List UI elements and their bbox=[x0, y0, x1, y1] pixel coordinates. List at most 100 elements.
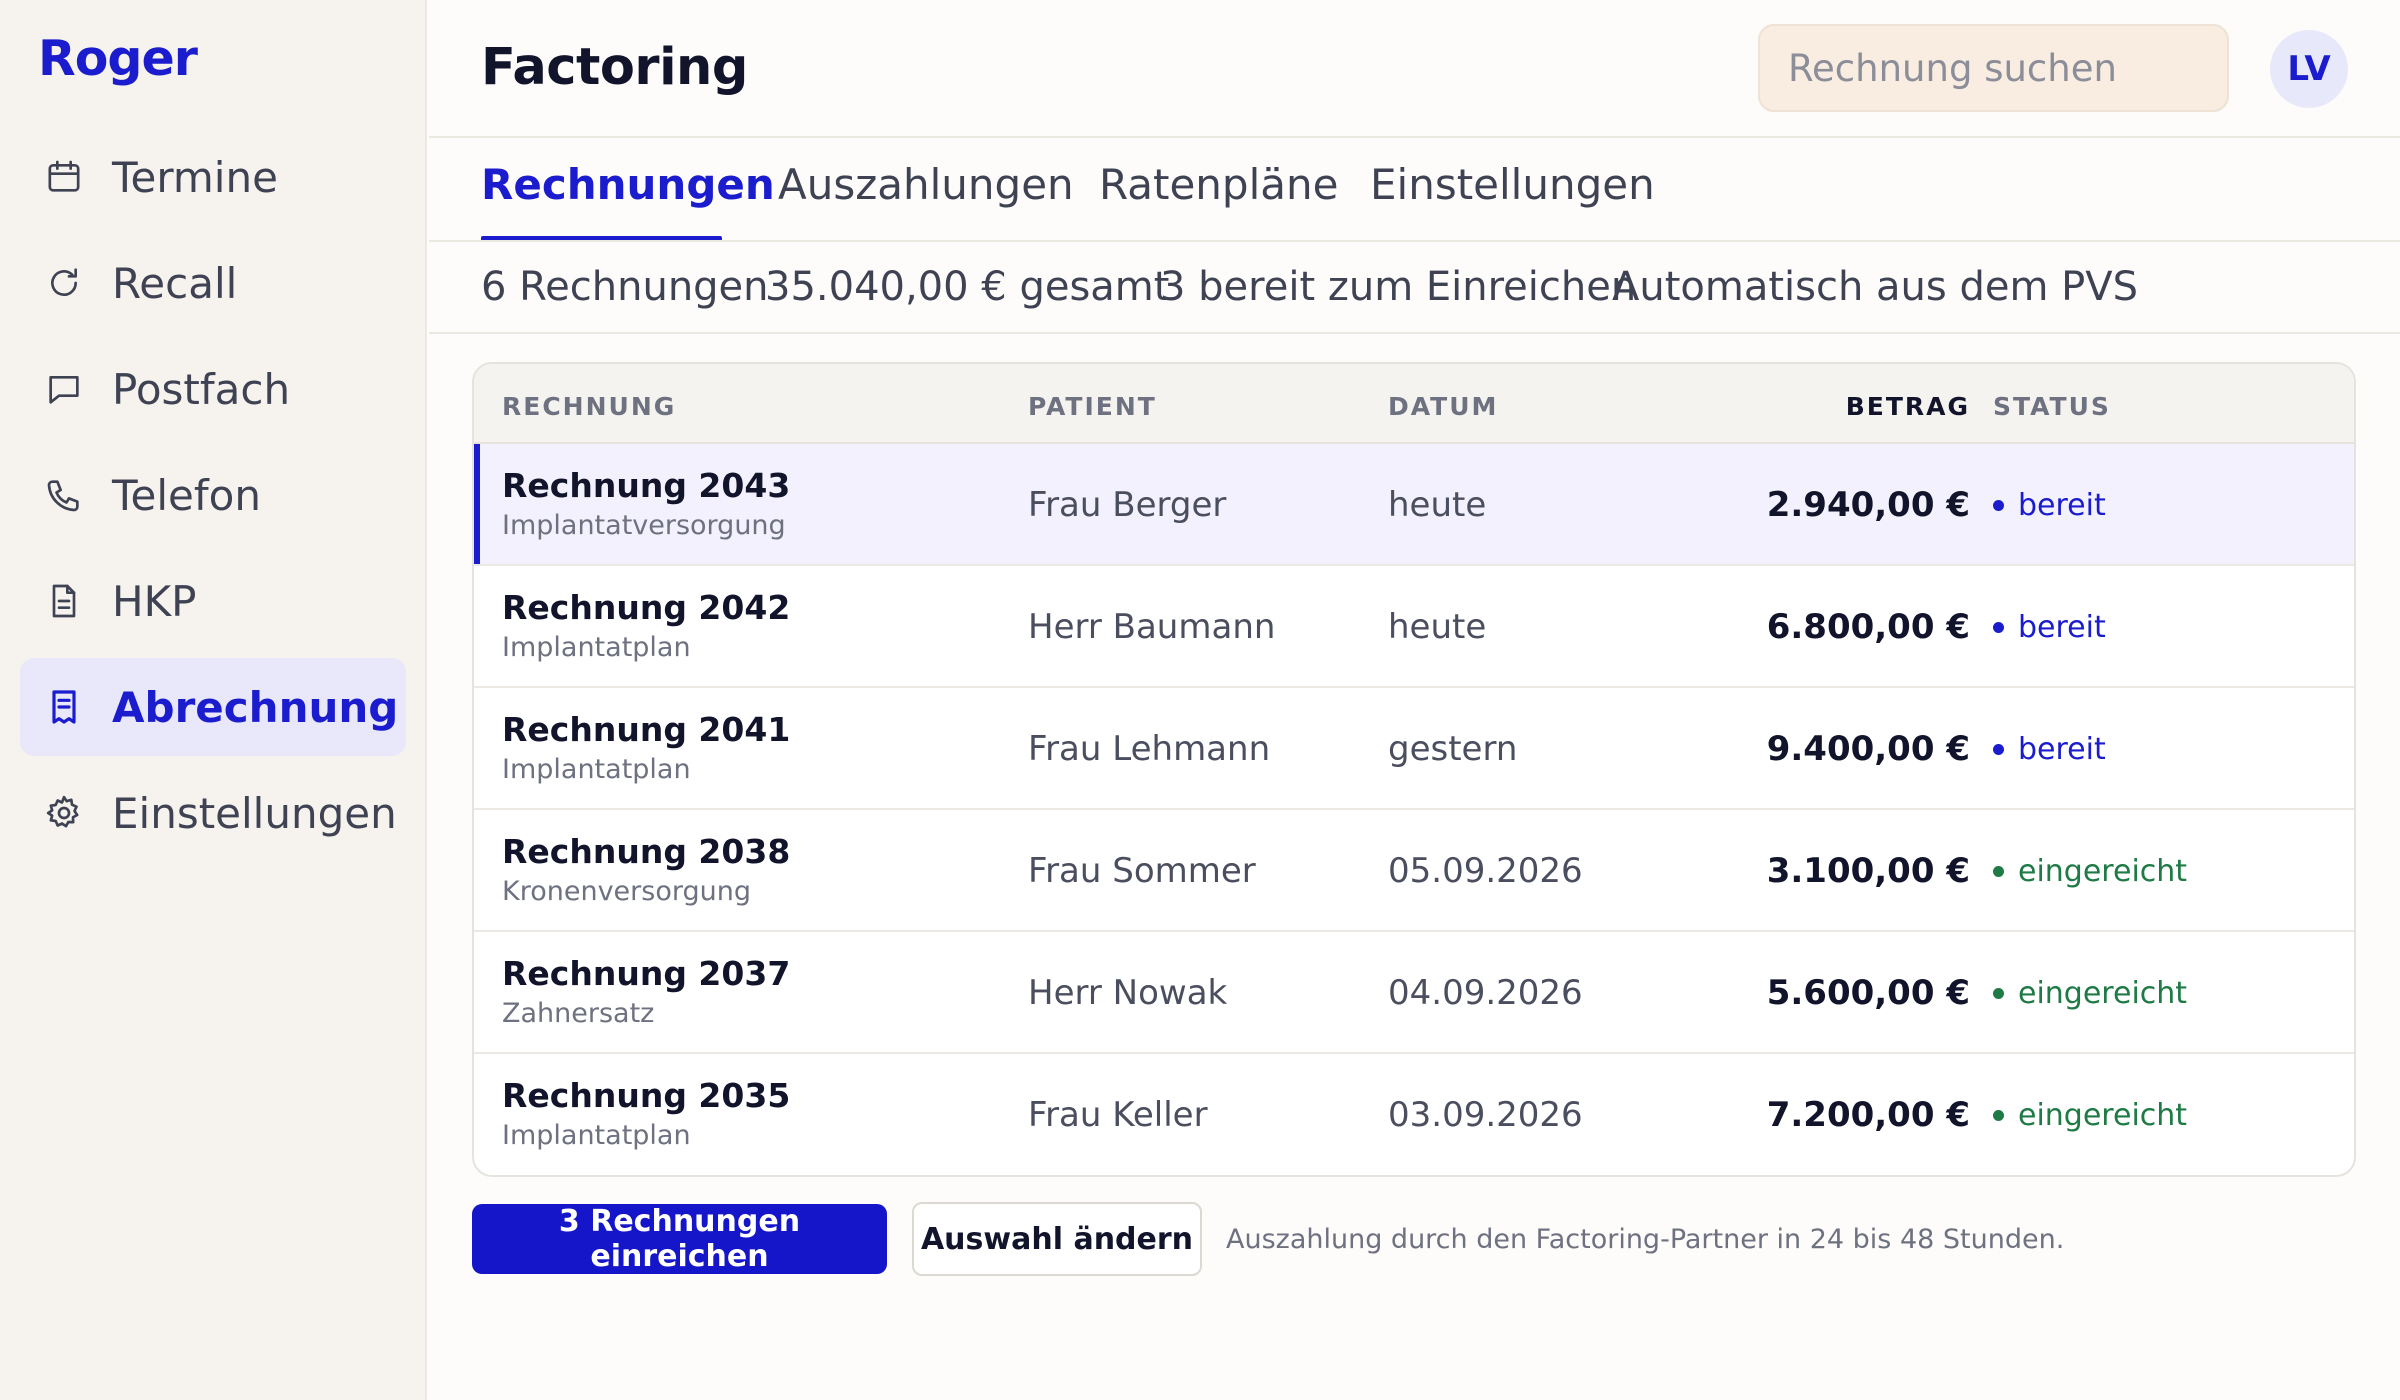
gear-icon bbox=[42, 791, 86, 835]
calendar-icon bbox=[42, 155, 86, 199]
status-dot-icon bbox=[1993, 1110, 2004, 1121]
tabs-divider bbox=[429, 240, 2400, 242]
sidebar-item-telefon[interactable]: Telefon bbox=[20, 446, 406, 544]
header-divider bbox=[429, 136, 2400, 138]
table-row[interactable]: Rechnung 2035 Implantatplan Frau Keller … bbox=[474, 1054, 2354, 1175]
invoice-date: heute bbox=[1388, 607, 1487, 647]
active-tab-indicator bbox=[481, 236, 722, 241]
status-dot-icon bbox=[1993, 744, 2004, 755]
status-badge: eingereicht bbox=[1993, 854, 2187, 889]
invoice-title: Rechnung 2035 bbox=[502, 1076, 791, 1115]
message-icon bbox=[42, 367, 86, 411]
column-header-invoice[interactable]: RECHNUNG bbox=[502, 392, 677, 421]
status-badge: bereit bbox=[1993, 732, 2106, 767]
status-label: bereit bbox=[2018, 732, 2106, 767]
invoice-date: 03.09.2026 bbox=[1388, 1095, 1583, 1135]
patient-name: Herr Baumann bbox=[1028, 607, 1276, 647]
receipt-icon bbox=[42, 685, 86, 729]
patient-name: Frau Lehmann bbox=[1028, 729, 1271, 769]
phone-icon bbox=[42, 473, 86, 517]
sidebar-item-termine[interactable]: Termine bbox=[20, 128, 406, 226]
table-row[interactable]: Rechnung 2042 Implantatplan Herr Baumann… bbox=[474, 566, 2354, 688]
status-dot-icon bbox=[1993, 622, 2004, 633]
invoice-title: Rechnung 2038 bbox=[502, 832, 791, 871]
sidebar-item-einstellungen[interactable]: Einstellungen bbox=[20, 764, 406, 862]
patient-name: Frau Keller bbox=[1028, 1095, 1208, 1135]
invoice-date: heute bbox=[1388, 485, 1487, 525]
document-icon bbox=[42, 579, 86, 623]
invoice-amount: 6.800,00 € bbox=[1766, 607, 1970, 647]
summary-total: 35.040,00 € gesamt bbox=[765, 264, 1170, 310]
sidebar-item-recall[interactable]: Recall bbox=[20, 234, 406, 332]
invoice-title: Rechnung 2041 bbox=[502, 710, 791, 749]
invoice-date: gestern bbox=[1388, 729, 1518, 769]
invoice-date: 05.09.2026 bbox=[1388, 851, 1583, 891]
invoice-amount: 3.100,00 € bbox=[1766, 851, 1970, 891]
invoice-type: Implantatplan bbox=[502, 754, 691, 785]
tab-rechnungen[interactable]: Rechnungen bbox=[481, 160, 775, 209]
column-header-status[interactable]: STATUS bbox=[1993, 392, 2111, 421]
status-badge: bereit bbox=[1993, 610, 2106, 645]
patient-name: Frau Berger bbox=[1028, 485, 1227, 525]
patient-name: Herr Nowak bbox=[1028, 973, 1228, 1013]
status-label: eingereicht bbox=[2018, 976, 2188, 1011]
invoice-type: Kronenversorgung bbox=[502, 876, 751, 907]
invoice-title: Rechnung 2042 bbox=[502, 588, 791, 627]
invoice-type: Zahnersatz bbox=[502, 998, 655, 1029]
invoice-amount: 7.200,00 € bbox=[1766, 1095, 1970, 1135]
table-row[interactable]: Rechnung 2037 Zahnersatz Herr Nowak 04.0… bbox=[474, 932, 2354, 1054]
status-dot-icon bbox=[1993, 866, 2004, 877]
refresh-icon bbox=[42, 261, 86, 305]
sidebar-item-abrechnung[interactable]: Abrechnung bbox=[20, 658, 406, 756]
patient-name: Frau Sommer bbox=[1028, 851, 1256, 891]
invoice-title: Rechnung 2037 bbox=[502, 954, 791, 993]
status-label: eingereicht bbox=[2018, 1098, 2188, 1133]
page-title: Factoring bbox=[481, 38, 748, 97]
status-badge: bereit bbox=[1993, 488, 2106, 523]
sidebar-item-label: Einstellungen bbox=[112, 788, 397, 838]
sidebar-item-label: Abrechnung bbox=[112, 682, 399, 732]
table-row[interactable]: Rechnung 2043 Implantatversorgung Frau B… bbox=[474, 444, 2354, 566]
summary-count: 6 Rechnungen bbox=[481, 264, 769, 310]
invoice-type: Implantatplan bbox=[502, 632, 691, 663]
status-dot-icon bbox=[1993, 988, 2004, 999]
sidebar-item-postfach[interactable]: Postfach bbox=[20, 340, 406, 438]
payout-note: Auszahlung durch den Factoring-Partner i… bbox=[1226, 1224, 2065, 1255]
summary-source: Automatisch aus dem PVS bbox=[1612, 264, 2139, 310]
sidebar-item-label: Telefon bbox=[112, 470, 261, 520]
search-input[interactable] bbox=[1758, 24, 2229, 112]
tab-auszahlungen[interactable]: Auszahlungen bbox=[778, 160, 1074, 209]
table-row[interactable]: Rechnung 2038 Kronenversorgung Frau Somm… bbox=[474, 810, 2354, 932]
column-header-amount[interactable]: BETRAG bbox=[1845, 392, 1970, 421]
summary-divider bbox=[429, 332, 2400, 334]
column-header-date[interactable]: DATUM bbox=[1388, 392, 1499, 421]
invoice-type: Implantatversorgung bbox=[502, 510, 786, 541]
invoice-table: RECHNUNG PATIENT DATUM BETRAG STATUS Rec… bbox=[472, 362, 2356, 1177]
sidebar-item-label: Postfach bbox=[112, 364, 291, 414]
sidebar: Roger Termine Recall Postfach bbox=[0, 0, 427, 1400]
tab-einstellungen[interactable]: Einstellungen bbox=[1370, 160, 1655, 209]
status-label: eingereicht bbox=[2018, 854, 2188, 889]
table-header: RECHNUNG PATIENT DATUM BETRAG STATUS bbox=[474, 364, 2354, 444]
sidebar-item-label: Recall bbox=[112, 258, 238, 308]
invoice-date: 04.09.2026 bbox=[1388, 973, 1583, 1013]
invoice-title: Rechnung 2043 bbox=[502, 466, 791, 505]
table-row[interactable]: Rechnung 2041 Implantatplan Frau Lehmann… bbox=[474, 688, 2354, 810]
status-badge: eingereicht bbox=[1993, 1098, 2187, 1133]
change-selection-button[interactable]: Auswahl ändern bbox=[912, 1202, 1202, 1276]
submit-invoices-button[interactable]: 3 Rechnungen einreichen bbox=[472, 1204, 887, 1274]
status-label: bereit bbox=[2018, 488, 2106, 523]
invoice-amount: 2.940,00 € bbox=[1766, 485, 1970, 525]
status-label: bereit bbox=[2018, 610, 2106, 645]
invoice-amount: 9.400,00 € bbox=[1766, 729, 1970, 769]
invoice-amount: 5.600,00 € bbox=[1766, 973, 1970, 1013]
sidebar-item-label: HKP bbox=[112, 576, 197, 626]
avatar[interactable]: LV bbox=[2270, 30, 2348, 108]
tab-ratenplaene[interactable]: Ratenpläne bbox=[1099, 160, 1339, 209]
status-dot-icon bbox=[1993, 500, 2004, 511]
app-logo[interactable]: Roger bbox=[38, 30, 198, 87]
sidebar-item-hkp[interactable]: HKP bbox=[20, 552, 406, 650]
status-badge: eingereicht bbox=[1993, 976, 2187, 1011]
column-header-patient[interactable]: PATIENT bbox=[1028, 392, 1157, 421]
invoice-type: Implantatplan bbox=[502, 1120, 691, 1151]
